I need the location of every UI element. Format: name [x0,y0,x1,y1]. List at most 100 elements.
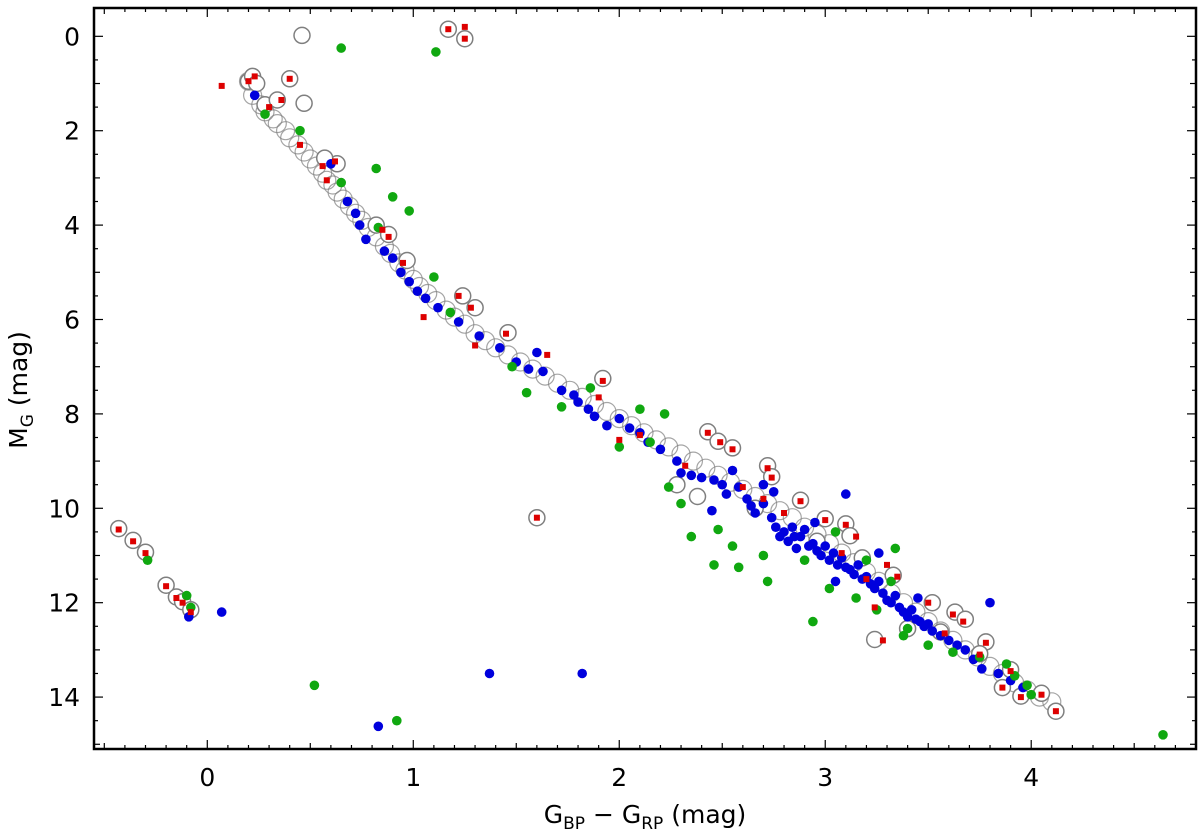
point-green [948,647,958,657]
y-axis-label: MG (mag) [4,331,38,449]
point-red [245,78,252,85]
point-green [336,43,347,53]
point-blue [361,234,371,245]
point-red [764,465,771,472]
x-tick-label: 2 [611,763,627,792]
sequence-ring [609,409,629,429]
point-green [387,192,398,202]
point-blue [853,560,863,570]
sequence-ring [683,451,704,471]
point-green [830,527,841,537]
point-red [842,521,849,528]
point-blue [886,597,896,608]
point-red [999,684,1006,691]
point-green [521,387,532,398]
point-blue [902,612,913,622]
point-green [404,206,415,216]
point-red [115,526,122,533]
point-blue [387,253,398,263]
point-blue [869,583,880,594]
point-blue [538,366,548,377]
point-red [130,538,137,545]
point-blue [799,524,810,535]
point-green [1022,680,1032,691]
point-red [729,446,736,453]
point-green [181,590,192,601]
point-blue [721,489,732,499]
point-red [941,630,948,637]
point-blue [808,538,818,549]
point-blue [787,522,798,532]
point-green [645,437,655,448]
point-blue [532,347,542,358]
point-green [507,361,517,372]
point-green [902,623,913,634]
point-red [461,23,468,30]
point-red [768,474,775,481]
point-red [976,651,983,658]
point-red [163,583,170,590]
point-blue [890,590,901,601]
point-blue [350,208,361,219]
point-red [385,233,392,240]
point-red [863,576,870,583]
point-green [336,177,347,188]
sequence-ring [333,189,353,209]
point-blue [758,479,769,490]
point-green [1001,659,1012,669]
point-red [218,82,225,89]
point-blue [404,276,415,287]
point-red [879,637,886,644]
y-tick-label: 10 [48,494,80,523]
point-blue [342,196,353,207]
point-red [717,439,724,446]
point-red [323,177,330,184]
point-blue [589,411,600,422]
y-tick-label: 2 [64,117,80,146]
sequence-ring [403,269,423,289]
ringed-markers [109,20,1065,720]
point-red [173,595,180,601]
point-blue [433,302,443,313]
point-green [260,109,270,119]
point-green [861,555,872,565]
point-green [709,560,719,570]
point-blue [373,721,384,732]
point-green [429,272,439,282]
point-green [824,583,835,594]
point-red [884,561,890,568]
point-blue [766,512,777,523]
y-tick-label: 14 [48,683,80,712]
point-blue [672,456,682,466]
point-blue [495,343,505,353]
point-blue [832,560,843,570]
point-blue [906,605,917,615]
point-blue [830,576,841,587]
point-red [1007,668,1014,675]
point-red [853,533,860,540]
point-green [1158,730,1168,740]
point-blue [977,664,987,674]
ringed-marker [466,298,484,317]
point-red [682,462,689,469]
point-green [890,543,901,554]
y-tick-label: 0 [64,22,80,51]
sequence-ring [346,203,366,223]
point-red [379,226,386,233]
point-green [392,715,402,726]
point-red [319,163,326,170]
point-blue [602,420,612,431]
point-blue [771,522,781,532]
point-green [762,576,773,587]
point-red [142,550,149,557]
sequence-ring [597,401,617,422]
point-red [781,510,787,516]
x-tick-label: 0 [199,763,215,792]
point-red [822,517,829,524]
point-red [503,330,509,337]
point-blue [484,668,495,679]
point-red [1052,708,1059,715]
point-red [595,394,602,401]
point-red [445,26,452,33]
point-green [713,524,723,535]
